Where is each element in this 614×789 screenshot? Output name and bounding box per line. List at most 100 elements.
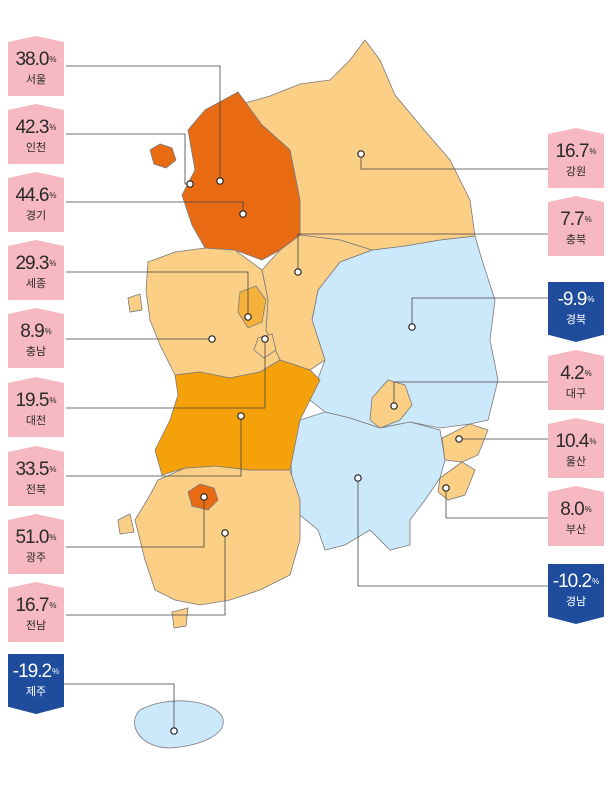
badge-gyeongbuk: -9.9% 경북 bbox=[548, 282, 604, 342]
value-number: 10.4 bbox=[555, 431, 589, 452]
badge-incheon: 42.3% 인천 bbox=[8, 104, 64, 164]
leader-line-gwangju bbox=[66, 497, 205, 548]
leader-line-sejong bbox=[66, 271, 249, 317]
badge-jeju: -19.2% 제주 bbox=[8, 654, 64, 714]
percent-unit: % bbox=[589, 147, 597, 156]
marker-jeonbuk bbox=[237, 412, 245, 420]
badge-daegu: 4.2% 대구 bbox=[548, 350, 604, 410]
region-gyeongnam bbox=[289, 411, 446, 551]
marker-sejong bbox=[244, 313, 252, 321]
leader-line-daegu bbox=[393, 381, 548, 406]
marker-gyeongbuk bbox=[408, 323, 416, 331]
leader-line-jeonbuk bbox=[66, 416, 242, 477]
badge-region-name: 울산 bbox=[565, 456, 587, 468]
badge-jeonnam: 16.7% 전남 bbox=[8, 582, 64, 642]
badge-value: 4.2% bbox=[548, 364, 604, 384]
badge-value: 19.5% bbox=[8, 391, 64, 411]
badge-region-name: 세종 bbox=[25, 278, 47, 290]
percent-unit: % bbox=[49, 259, 57, 268]
marker-incheon bbox=[186, 180, 194, 188]
badge-region-name: 부산 bbox=[565, 524, 587, 536]
percent-unit: % bbox=[49, 191, 57, 200]
percent-unit: % bbox=[49, 601, 57, 610]
marker-jeju bbox=[170, 727, 178, 735]
island-jeonnam-2 bbox=[117, 513, 135, 535]
marker-ulsan bbox=[455, 435, 463, 443]
badge-value: 7.7% bbox=[548, 210, 604, 230]
region-jeonnam bbox=[134, 465, 301, 606]
badge-ulsan: 10.4% 울산 bbox=[548, 418, 604, 478]
island-jeonnam-1 bbox=[171, 607, 189, 629]
leader-line-gyeongnam bbox=[357, 478, 548, 587]
badge-value: 38.0% bbox=[8, 50, 64, 70]
badge-value: 51.0% bbox=[8, 528, 64, 548]
badge-region-name: 대전 bbox=[25, 415, 47, 427]
leader-line-busan bbox=[445, 488, 548, 519]
badge-value: 44.6% bbox=[8, 186, 64, 206]
badge-gangwon: 16.7% 강원 bbox=[548, 128, 604, 188]
value-number: 7.7 bbox=[560, 209, 584, 230]
leader-line-chungbuk bbox=[297, 233, 548, 272]
value-number: 42.3 bbox=[15, 117, 49, 138]
marker-daejeon bbox=[261, 335, 269, 343]
badge-region-name: 대구 bbox=[565, 388, 587, 400]
badge-value: -19.2% bbox=[8, 662, 64, 682]
badge-busan: 8.0% 부산 bbox=[548, 486, 604, 546]
leader-line-daejeon bbox=[66, 339, 266, 409]
percent-unit: % bbox=[49, 55, 57, 64]
badge-region-name: 경북 bbox=[565, 314, 587, 326]
badge-region-name: 서울 bbox=[25, 74, 47, 86]
percent-unit: % bbox=[589, 437, 597, 446]
badge-gyeonggi: 44.6% 경기 bbox=[8, 172, 64, 232]
value-number: 29.3 bbox=[15, 253, 49, 274]
marker-seoul bbox=[216, 177, 224, 185]
value-number: -10.2 bbox=[552, 571, 592, 592]
value-number: 16.7 bbox=[15, 595, 49, 616]
region-gyeonggi bbox=[181, 91, 301, 261]
badge-value: -9.9% bbox=[548, 290, 604, 310]
value-number: 33.5 bbox=[15, 459, 49, 480]
badge-region-name: 전북 bbox=[25, 484, 47, 496]
badge-gyeongnam: -10.2% 경남 bbox=[548, 564, 604, 624]
marker-jeonnam bbox=[221, 529, 229, 537]
badge-region-name: 인천 bbox=[25, 142, 47, 154]
badge-sejong: 29.3% 세종 bbox=[8, 240, 64, 300]
marker-chungnam bbox=[208, 335, 216, 343]
badge-value: -10.2% bbox=[548, 572, 604, 592]
region-incheon bbox=[149, 143, 177, 169]
badge-gwangju: 51.0% 광주 bbox=[8, 514, 64, 574]
badge-region-name: 광주 bbox=[25, 552, 47, 564]
marker-gangwon bbox=[357, 150, 365, 158]
marker-busan bbox=[442, 484, 450, 492]
badge-region-name: 경남 bbox=[565, 596, 587, 608]
badge-value: 16.7% bbox=[548, 142, 604, 162]
percent-unit: % bbox=[592, 577, 600, 586]
badge-jeonbuk: 33.5% 전북 bbox=[8, 446, 64, 506]
marker-chungbuk bbox=[294, 268, 302, 276]
badge-value: 29.3% bbox=[8, 254, 64, 274]
marker-daegu bbox=[390, 402, 398, 410]
badge-region-name: 경기 bbox=[25, 210, 47, 222]
badge-region-name: 충남 bbox=[25, 346, 47, 358]
leader-line-gangwon bbox=[360, 154, 548, 170]
percent-unit: % bbox=[584, 215, 592, 224]
percent-unit: % bbox=[587, 295, 595, 304]
value-number: 38.0 bbox=[15, 49, 49, 70]
badge-value: 33.5% bbox=[8, 460, 64, 480]
badge-region-name: 강원 bbox=[565, 166, 587, 178]
percent-unit: % bbox=[49, 465, 57, 474]
marker-gyeonggi bbox=[239, 210, 247, 218]
badge-seoul: 38.0% 서울 bbox=[8, 36, 64, 96]
value-number: 16.7 bbox=[555, 141, 589, 162]
percent-unit: % bbox=[49, 396, 57, 405]
badge-chungbuk: 7.7% 충북 bbox=[548, 196, 604, 256]
value-number: 51.0 bbox=[15, 527, 49, 548]
percent-unit: % bbox=[584, 369, 592, 378]
leader-line-gyeonggi bbox=[66, 201, 244, 214]
leader-line-jeonnam bbox=[66, 533, 226, 616]
badge-value: 8.0% bbox=[548, 500, 604, 520]
region-ulsan bbox=[441, 423, 489, 463]
marker-gyeongnam bbox=[354, 474, 362, 482]
badge-region-name: 제주 bbox=[25, 686, 47, 698]
